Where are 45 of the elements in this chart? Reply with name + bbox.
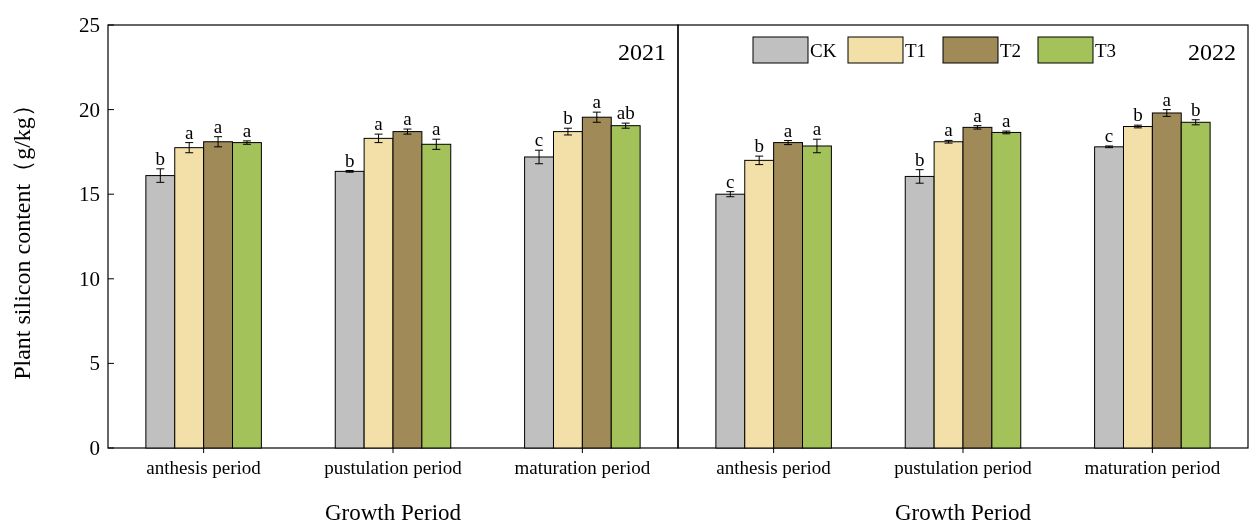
y-tick-label: 15	[79, 182, 100, 207]
y-tick-label: 25	[79, 13, 100, 37]
data-label: a	[973, 104, 983, 126]
data-label: b	[155, 147, 166, 169]
y-axis-title: Plant silicon content（g/kg）	[9, 93, 35, 380]
x-tick-label: pustulation period	[324, 457, 463, 478]
x-axis-title: Growth Period	[324, 500, 462, 525]
data-label: b	[344, 149, 355, 171]
data-label: b	[1190, 98, 1201, 120]
data-label: b	[563, 107, 573, 129]
y-tick-label: 10	[79, 266, 100, 291]
y-tick-label: 0	[89, 436, 100, 460]
data-label: c	[534, 129, 544, 151]
text: 2021	[618, 39, 666, 65]
data-label: a	[374, 113, 384, 135]
data-label: ab	[616, 102, 635, 124]
data-label: a	[1162, 88, 1172, 110]
text: 2022	[1188, 39, 1236, 65]
x-tick-label: pustulation period	[894, 457, 1033, 478]
data-label: c	[726, 170, 735, 192]
data-label: a	[213, 115, 223, 137]
x-tick-label: maturation period	[514, 457, 651, 478]
x-tick-label: anthesis period	[716, 457, 832, 478]
x-tick-label: anthesis period	[146, 457, 262, 478]
data-label: a	[1002, 110, 1012, 132]
data-label: a	[242, 119, 252, 141]
data-label: a	[403, 108, 413, 130]
data-label: a	[432, 118, 442, 140]
data-label: b	[1133, 104, 1143, 126]
data-label: b	[914, 148, 925, 170]
x-tick-label: maturation period	[1084, 457, 1221, 478]
legend-label: T3	[1095, 40, 1117, 61]
legend-label: T1	[905, 40, 927, 61]
x-axis-title: Growth Period	[894, 500, 1032, 525]
legend-label: T2	[1000, 40, 1022, 61]
y-tick-label: 20	[79, 97, 100, 122]
legend-label: CK	[810, 40, 837, 61]
y-tick-label: 5	[89, 351, 100, 376]
data-label: a	[184, 121, 194, 143]
data-label: a	[944, 119, 954, 141]
data-label: a	[592, 91, 602, 113]
data-label: b	[754, 135, 764, 157]
data-label: c	[1104, 124, 1114, 146]
data-label: a	[783, 119, 793, 141]
data-label: a	[812, 118, 822, 140]
